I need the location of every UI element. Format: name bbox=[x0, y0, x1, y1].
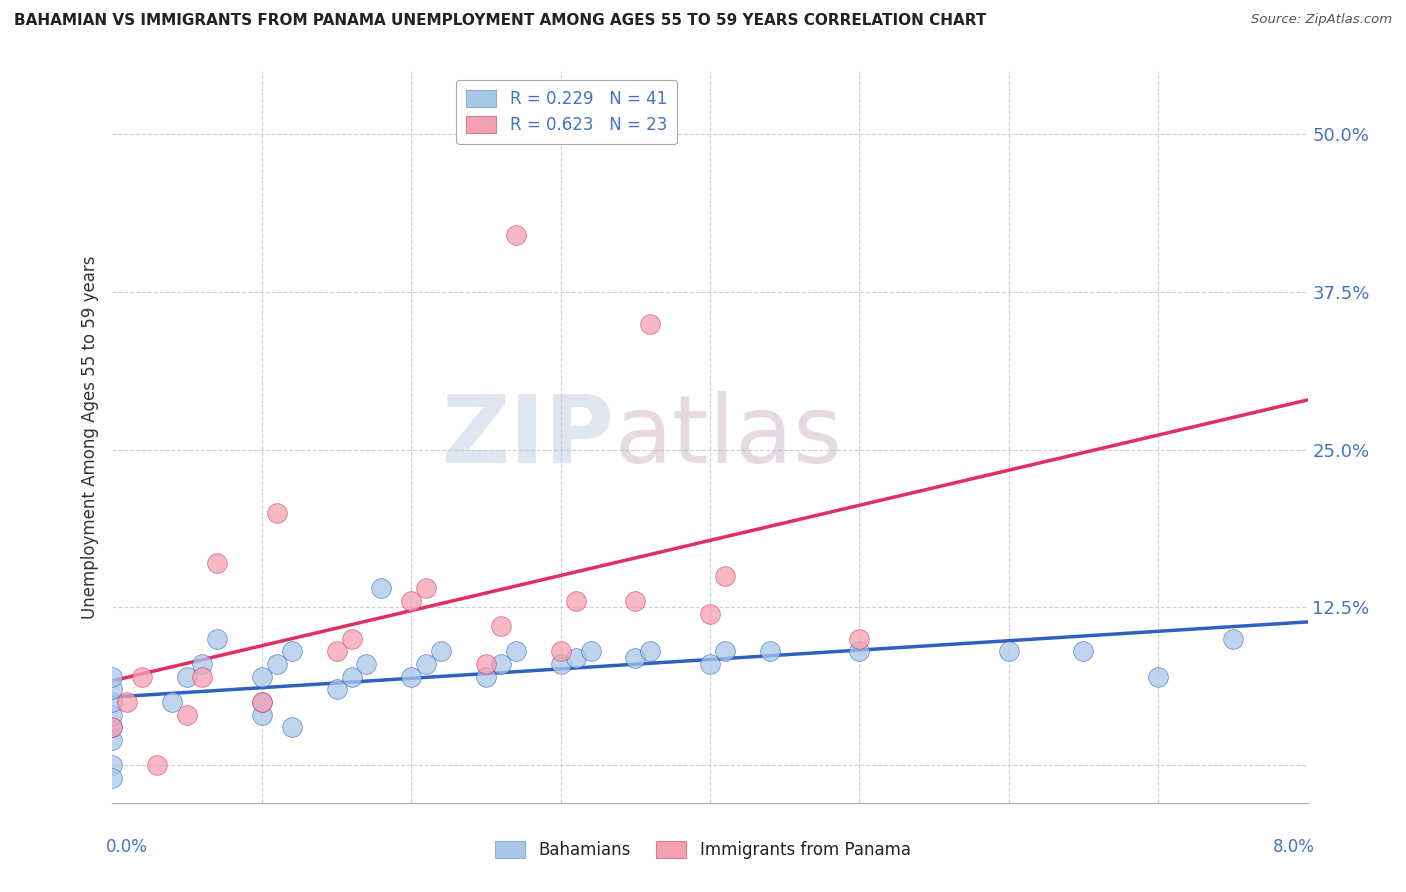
Point bbox=[117, 695, 139, 709]
Point bbox=[340, 632, 363, 646]
Point bbox=[176, 707, 198, 722]
Point bbox=[505, 644, 527, 658]
Point bbox=[101, 771, 124, 785]
Point bbox=[131, 670, 153, 684]
Point bbox=[101, 720, 124, 734]
Point bbox=[325, 644, 347, 658]
Point bbox=[325, 682, 347, 697]
Point bbox=[101, 758, 124, 772]
Point bbox=[101, 707, 124, 722]
Point bbox=[489, 619, 512, 633]
Point bbox=[624, 650, 647, 665]
Point bbox=[191, 670, 214, 684]
Point bbox=[714, 644, 737, 658]
Point bbox=[281, 644, 304, 658]
Point bbox=[401, 670, 423, 684]
Point bbox=[624, 594, 647, 608]
Point bbox=[505, 228, 527, 243]
Point bbox=[1073, 644, 1095, 658]
Point bbox=[401, 594, 423, 608]
Point bbox=[101, 695, 124, 709]
Point bbox=[176, 670, 198, 684]
Point bbox=[281, 720, 304, 734]
Point bbox=[640, 644, 662, 658]
Point bbox=[266, 657, 288, 671]
Point bbox=[550, 644, 572, 658]
Point bbox=[848, 644, 870, 658]
Point bbox=[250, 695, 273, 709]
Point bbox=[564, 650, 586, 665]
Point bbox=[205, 556, 228, 570]
Text: BAHAMIAN VS IMMIGRANTS FROM PANAMA UNEMPLOYMENT AMONG AGES 55 TO 59 YEARS CORREL: BAHAMIAN VS IMMIGRANTS FROM PANAMA UNEMP… bbox=[14, 13, 987, 29]
Point bbox=[101, 670, 124, 684]
Text: ZIP: ZIP bbox=[441, 391, 614, 483]
Text: 0.0%: 0.0% bbox=[105, 838, 148, 856]
Point bbox=[101, 732, 124, 747]
Point bbox=[759, 644, 782, 658]
Point bbox=[699, 657, 721, 671]
Point bbox=[1222, 632, 1244, 646]
Point bbox=[430, 644, 453, 658]
Point bbox=[848, 632, 870, 646]
Point bbox=[370, 582, 392, 596]
Point bbox=[250, 670, 273, 684]
Point bbox=[475, 657, 498, 671]
Point bbox=[415, 657, 437, 671]
Point bbox=[579, 644, 602, 658]
Legend: Bahamians, Immigrants from Panama: Bahamians, Immigrants from Panama bbox=[489, 834, 917, 866]
Legend: R = 0.229   N = 41, R = 0.623   N = 23: R = 0.229 N = 41, R = 0.623 N = 23 bbox=[457, 79, 676, 145]
Point bbox=[1147, 670, 1170, 684]
Point bbox=[340, 670, 363, 684]
Text: 8.0%: 8.0% bbox=[1272, 838, 1315, 856]
Text: Source: ZipAtlas.com: Source: ZipAtlas.com bbox=[1251, 13, 1392, 27]
Point bbox=[250, 695, 273, 709]
Y-axis label: Unemployment Among Ages 55 to 59 years: Unemployment Among Ages 55 to 59 years bbox=[80, 255, 98, 619]
Point bbox=[162, 695, 183, 709]
Point bbox=[266, 506, 288, 520]
Point bbox=[101, 720, 124, 734]
Point bbox=[714, 569, 737, 583]
Point bbox=[699, 607, 721, 621]
Text: atlas: atlas bbox=[614, 391, 842, 483]
Point bbox=[146, 758, 169, 772]
Point bbox=[640, 317, 662, 331]
Point bbox=[205, 632, 228, 646]
Point bbox=[475, 670, 498, 684]
Point bbox=[998, 644, 1021, 658]
Point bbox=[191, 657, 214, 671]
Point bbox=[101, 682, 124, 697]
Point bbox=[550, 657, 572, 671]
Point bbox=[415, 582, 437, 596]
Point bbox=[489, 657, 512, 671]
Point bbox=[356, 657, 378, 671]
Point bbox=[564, 594, 586, 608]
Point bbox=[250, 707, 273, 722]
